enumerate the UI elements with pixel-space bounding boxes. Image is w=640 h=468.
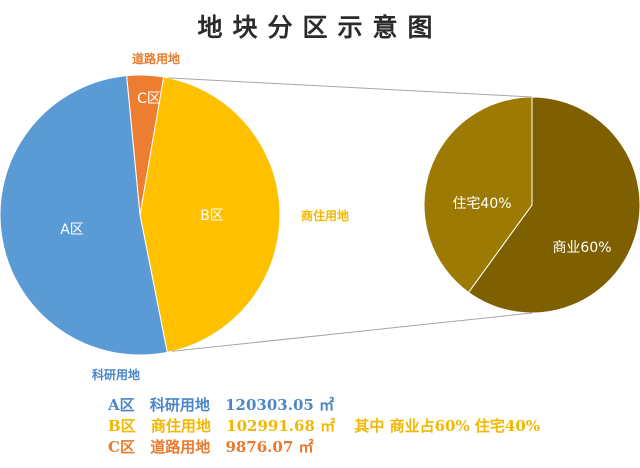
pie-slice-b: [139, 76, 281, 353]
connector-line-top: [168, 77, 533, 98]
chart-title: 地块分区示意图: [197, 13, 443, 42]
legend-row-c: C区 道路用地 9876.07 ㎡: [108, 436, 324, 457]
breakdown-slice-1: [423, 96, 533, 294]
legend-extra: 其中 商业占60% 住宅40%: [354, 417, 541, 435]
slice-outer-label-c: 道路用地: [132, 51, 180, 66]
pie-slice-a: [0, 75, 168, 356]
slice-outer-label-b: 商住用地: [301, 208, 349, 223]
legend-area: 120303.05 ㎡: [225, 396, 335, 414]
legend-area: 102991.68 ㎡: [226, 417, 336, 435]
breakdown-slice-label-1: 住宅40%: [452, 196, 511, 212]
slice-label-b: B区: [200, 208, 224, 224]
legend-area: 9876.07 ㎡: [225, 438, 314, 456]
slice-outer-label-a: 科研用地: [92, 367, 140, 382]
breakdown-pie: 商业60% 住宅40%: [423, 96, 640, 314]
connector-line-bottom: [172, 312, 533, 352]
slice-label-c: C区: [137, 91, 161, 107]
breakdown-slice-label-0: 商业60%: [552, 240, 611, 256]
legend-row-a: A区 科研用地 120303.05 ㎡: [108, 394, 344, 415]
legend-zone: A区: [108, 396, 135, 414]
legend-zone: B区: [108, 417, 136, 435]
legend-use: 科研用地: [149, 396, 210, 414]
legend-use: 道路用地: [150, 438, 211, 456]
legend-zone: C区: [108, 438, 135, 456]
legend-use: 商住用地: [150, 417, 211, 435]
slice-label-a: A区: [60, 222, 84, 238]
legend-row-b: B区 商住用地 102991.68 ㎡ 其中 商业占60% 住宅40%: [108, 415, 550, 436]
breakdown-slice-0: [467, 96, 640, 314]
